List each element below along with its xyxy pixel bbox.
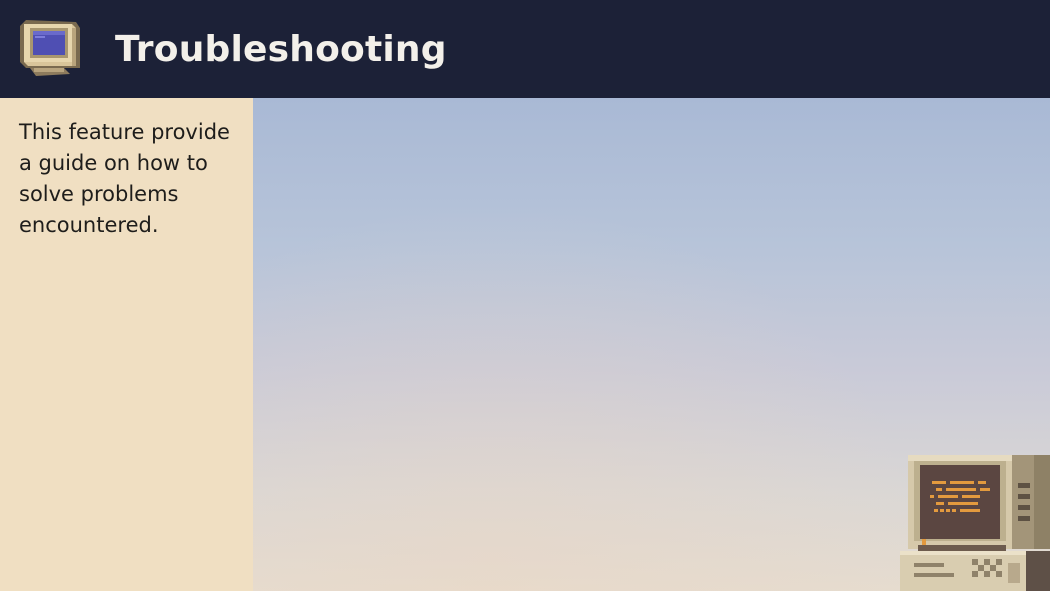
page-title: Troubleshooting <box>115 29 447 70</box>
description-panel: This feature provide a guide on how to s… <box>0 98 253 591</box>
header-bar: Troubleshooting <box>0 0 1050 98</box>
retro-computer-icon <box>900 455 1050 591</box>
feature-description: This feature provide a guide on how to s… <box>19 120 230 237</box>
main-content-area <box>253 98 1050 591</box>
retro-monitor-icon <box>20 20 80 76</box>
